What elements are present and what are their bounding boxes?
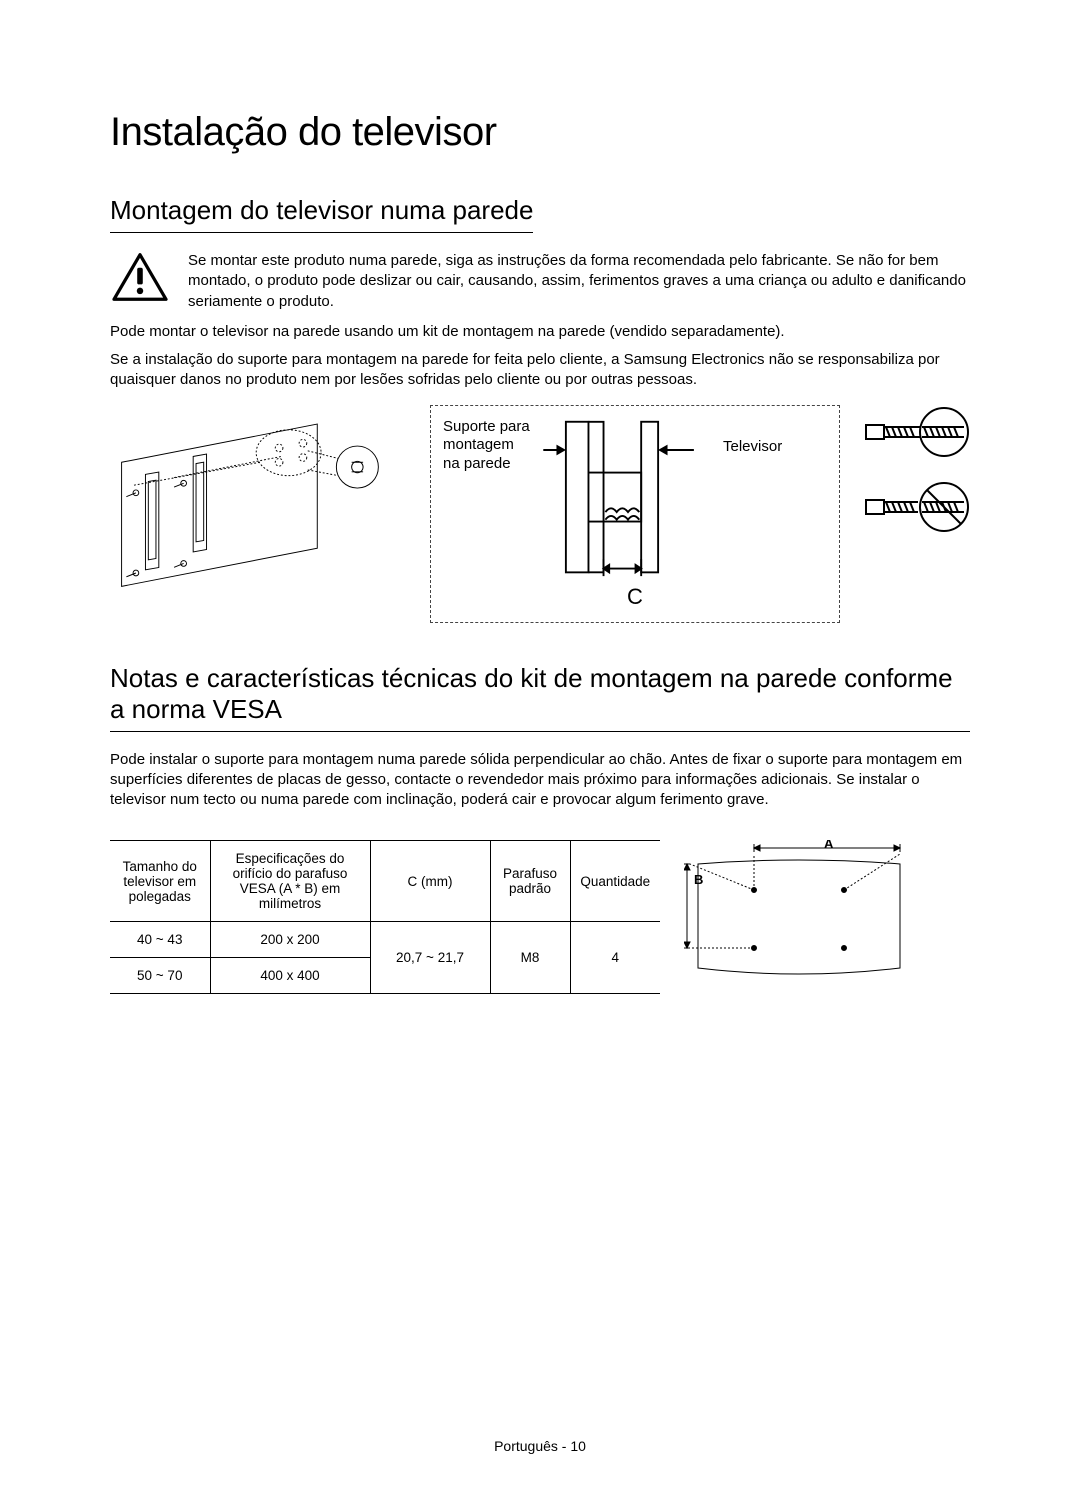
section1-p2: Se a instalação do suporte para montagem… — [110, 350, 970, 391]
screw-ok-icon — [860, 405, 970, 464]
cell-vesa: 200 x 200 — [210, 922, 370, 958]
bracket-cross-section: Suporte para montagem na parede — [430, 405, 840, 623]
section1-p1: Pode montar o televisor na parede usando… — [110, 322, 970, 342]
dimension-c-label: C — [443, 584, 827, 610]
cell-size: 50 ~ 70 — [110, 958, 210, 994]
th-screw: Parafuso padrão — [490, 841, 570, 922]
cell-screw: M8 — [490, 922, 570, 994]
warning-icon — [110, 251, 170, 312]
bracket-label: Suporte para montagem na parede — [443, 418, 533, 474]
section2-p1: Pode instalar o suporte para montagem nu… — [110, 750, 970, 811]
th-c: C (mm) — [370, 841, 490, 922]
cell-vesa: 400 x 400 — [210, 958, 370, 994]
tv-label: Televisor — [723, 438, 782, 455]
page-footer: Português - 10 — [0, 1438, 1080, 1454]
tv-mounting-illustration — [110, 405, 410, 620]
th-size: Tamanho do televisor em polegadas — [110, 841, 210, 922]
warning-text: Se montar este produto numa parede, siga… — [188, 251, 970, 312]
section1-heading: Montagem do televisor numa parede — [110, 195, 533, 233]
th-vesa: Especificações do orifício do parafuso V… — [210, 841, 370, 922]
dim-a-label: A — [824, 840, 834, 851]
cell-qty: 4 — [570, 922, 660, 994]
cell-size: 40 ~ 43 — [110, 922, 210, 958]
dim-b-label: B — [694, 872, 703, 887]
mounting-diagram: Suporte para montagem na parede — [110, 405, 970, 623]
tv-panel-illustration: A B — [684, 840, 914, 995]
section2-heading: Notas e características técnicas do kit … — [110, 663, 970, 732]
screw-prohibited-icon — [860, 480, 970, 539]
th-qty: Quantidade — [570, 841, 660, 922]
table-row: 40 ~ 43 200 x 200 20,7 ~ 21,7 M8 4 — [110, 922, 660, 958]
vesa-table: Tamanho do televisor em polegadas Especi… — [110, 840, 660, 994]
page-title: Instalação do televisor — [110, 110, 970, 155]
cell-c: 20,7 ~ 21,7 — [370, 922, 490, 994]
